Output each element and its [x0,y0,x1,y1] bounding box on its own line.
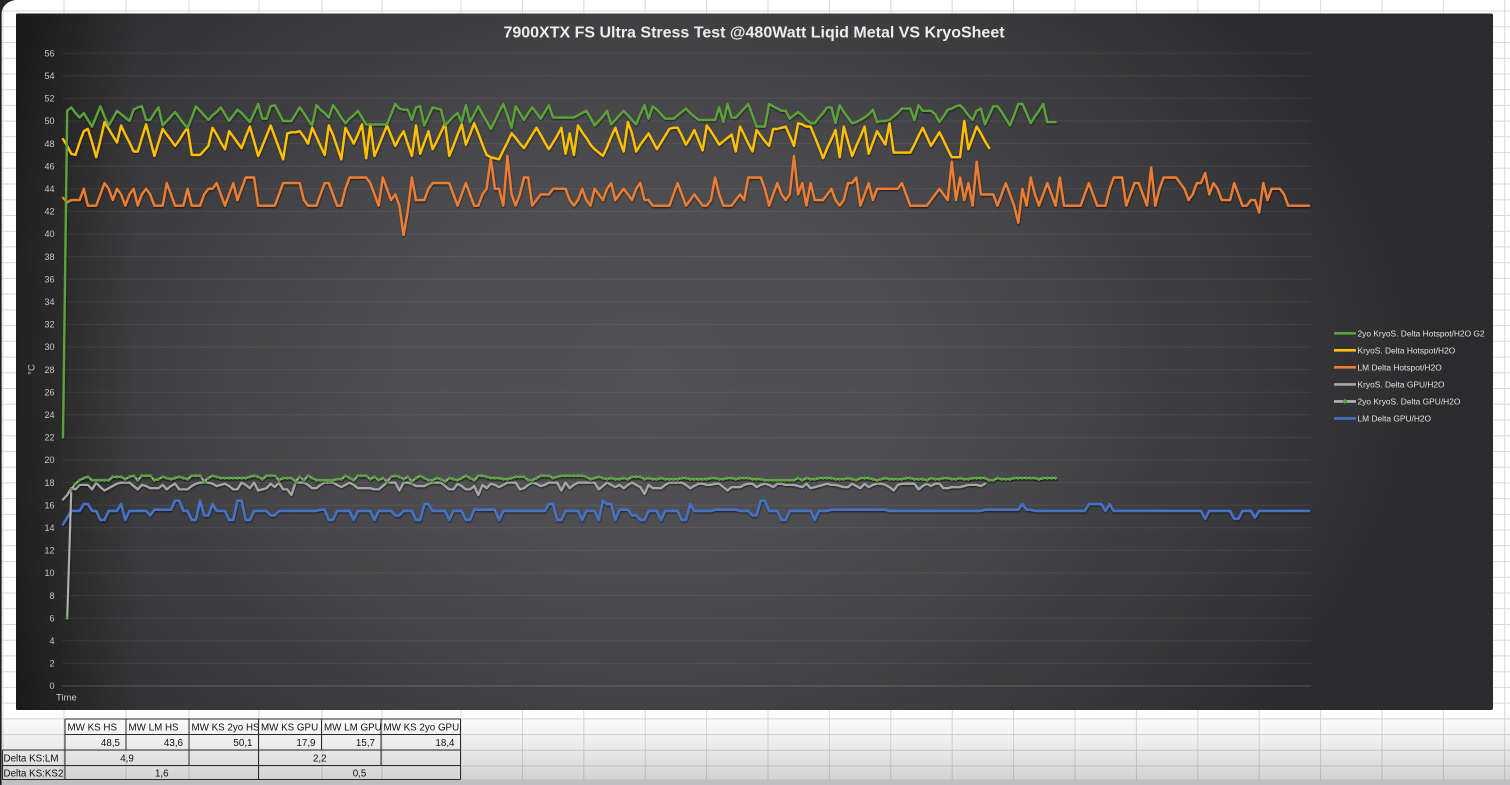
svg-text:20: 20 [44,455,54,465]
svg-text:1,6: 1,6 [155,769,169,780]
svg-text:10: 10 [44,568,54,578]
svg-text:18,4: 18,4 [435,738,455,749]
svg-text:42: 42 [44,207,54,217]
svg-text:28: 28 [44,365,54,375]
svg-text:56: 56 [44,48,54,58]
svg-text:8: 8 [49,591,54,601]
svg-text:16: 16 [44,500,54,510]
svg-text:54: 54 [44,71,54,81]
svg-text:50: 50 [44,116,54,126]
svg-text:MW KS GPU: MW KS GPU [261,723,318,734]
svg-text:26: 26 [44,387,54,397]
svg-text:2yo KryoS. Delta GPU/H2O: 2yo KryoS. Delta GPU/H2O [1358,397,1461,407]
svg-text:48,5: 48,5 [101,738,121,749]
svg-text:17,9: 17,9 [296,738,315,749]
svg-text:4,9: 4,9 [120,754,134,765]
svg-text:MW LM GPU: MW LM GPU [324,723,382,734]
svg-text:°C: °C [27,364,38,375]
svg-text:38: 38 [44,252,54,262]
svg-text:22: 22 [44,433,54,443]
svg-text:15,7: 15,7 [356,738,375,749]
svg-text:24: 24 [44,410,54,420]
svg-text:34: 34 [44,297,54,307]
svg-text:4: 4 [49,636,54,646]
svg-text:MW KS HS: MW KS HS [68,723,118,734]
svg-text:MW LM HS: MW LM HS [129,723,180,734]
svg-text:2,2: 2,2 [313,754,327,765]
svg-text:50,1: 50,1 [233,738,252,749]
svg-text:14: 14 [44,523,54,533]
svg-text:KryoS. Delta GPU/H2O: KryoS. Delta GPU/H2O [1358,380,1446,390]
svg-text:MW KS 2yo HS: MW KS 2yo HS [192,723,261,734]
svg-text:40: 40 [44,229,54,239]
svg-text:6: 6 [49,613,54,623]
svg-text:52: 52 [44,94,54,104]
svg-text:2: 2 [49,659,54,669]
svg-text:Time: Time [56,693,77,704]
svg-text:LM Delta GPU/H2O: LM Delta GPU/H2O [1358,414,1432,424]
svg-text:12: 12 [44,546,54,556]
svg-text:44: 44 [44,184,54,194]
svg-text:Delta KS:KS2: Delta KS:KS2 [4,769,64,780]
svg-text:Delta KS:LM: Delta KS:LM [4,754,59,765]
svg-text:46: 46 [44,161,54,171]
svg-text:2yo KryoS. Delta Hotspot/H2O G: 2yo KryoS. Delta Hotspot/H2O G2 [1358,328,1485,338]
svg-text:32: 32 [44,320,54,330]
svg-text:LM Delta Hotspot/H2O: LM Delta Hotspot/H2O [1358,362,1443,372]
svg-text:18: 18 [44,478,54,488]
svg-text:0,5: 0,5 [353,769,367,780]
svg-text:48: 48 [44,139,54,149]
svg-text:KryoS. Delta Hotspot/H2O: KryoS. Delta Hotspot/H2O [1358,345,1456,355]
svg-text:0: 0 [49,681,54,691]
svg-text:MW KS 2yo GPU: MW KS 2yo GPU [384,723,460,734]
svg-text:7900XTX FS Ultra Stress Test @: 7900XTX FS Ultra Stress Test @480Watt Li… [503,25,1005,42]
svg-text:43,6: 43,6 [164,738,184,749]
svg-text:30: 30 [44,342,54,352]
svg-text:36: 36 [44,274,54,284]
